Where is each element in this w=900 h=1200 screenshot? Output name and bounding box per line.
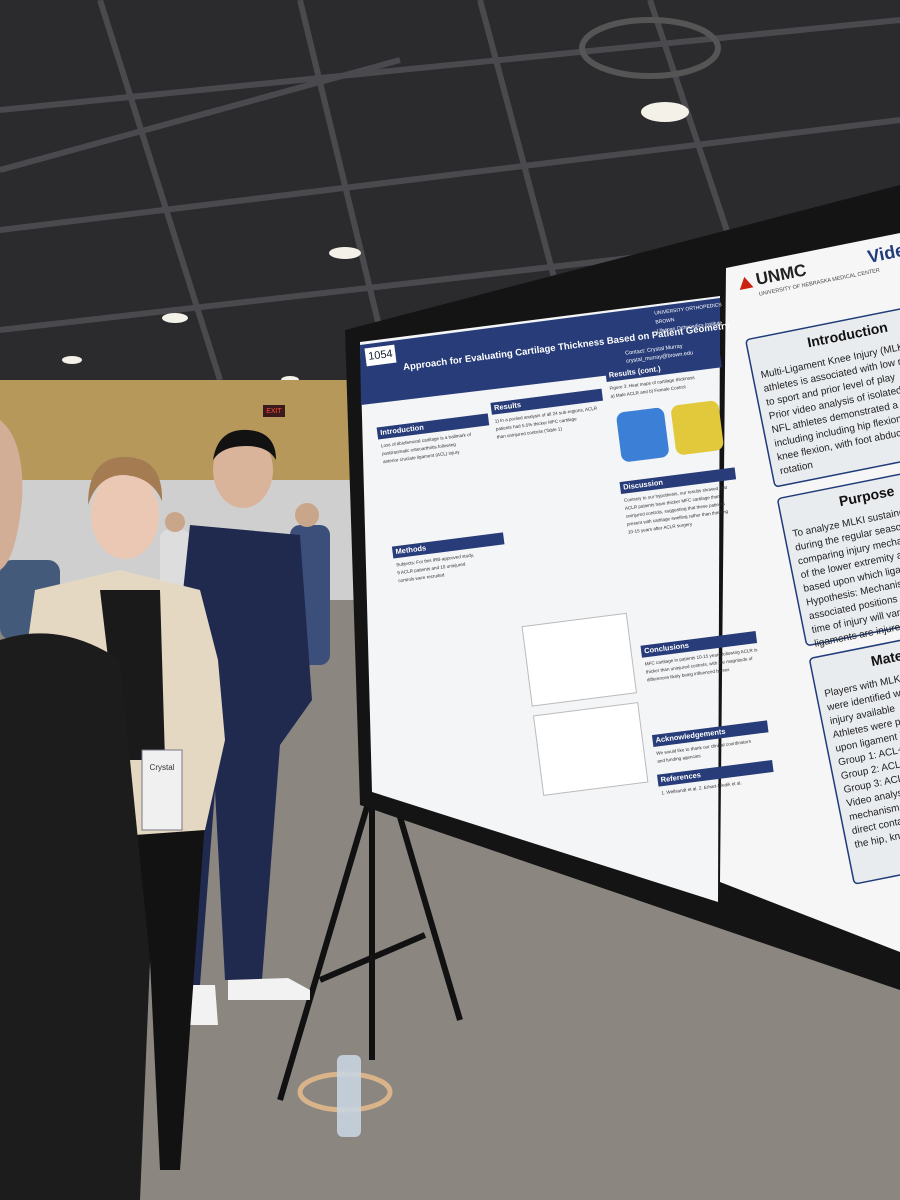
easel: [277, 789, 463, 1101]
section-bar: [391, 532, 505, 559]
poster-right-content: UNMC UNIVERSITY OF NEBRASKA MEDICAL CENT…: [739, 240, 900, 885]
figure-heatmap-a: [616, 407, 669, 462]
poster-number: 1054: [368, 348, 394, 363]
section-bar: [619, 467, 737, 495]
section-bar: [605, 355, 722, 382]
exit-sign: [263, 405, 285, 417]
figure-chart: [521, 612, 637, 707]
section-line: and funding agencies: [657, 753, 702, 764]
section-bar: [376, 413, 490, 440]
section-bar: [490, 388, 604, 415]
poster-left-header: [360, 298, 720, 405]
poster-left-content: 1054 Approach for Evaluating Cartilage T…: [364, 302, 774, 796]
poster-number-box: [364, 344, 397, 367]
wall: [0, 380, 360, 490]
floor-items: [297, 1055, 393, 1137]
name-badge: [141, 749, 183, 831]
section-box: [809, 623, 900, 885]
ceiling-duct: [579, 17, 721, 79]
section-bar: [657, 760, 774, 787]
ceiling-lights: [62, 102, 689, 384]
exit-text: EXIT: [266, 408, 282, 415]
section-bar: [640, 631, 758, 658]
section-heading: Methods: [395, 543, 427, 556]
section-heading: Results: [494, 400, 522, 412]
poster-logo: BROWN: [655, 317, 675, 325]
foreground-head: [0, 420, 23, 570]
badge-name: Crystal: [150, 763, 175, 772]
section-box: [777, 463, 900, 646]
unmc-logo: [739, 276, 754, 291]
section-bar: [651, 720, 769, 747]
figure-heatmap-b: [671, 400, 724, 455]
section-line: controls were recruited: [398, 572, 445, 583]
foreground-person: [0, 633, 150, 1200]
figure-chart: [532, 702, 649, 796]
trusses: [0, 0, 900, 381]
